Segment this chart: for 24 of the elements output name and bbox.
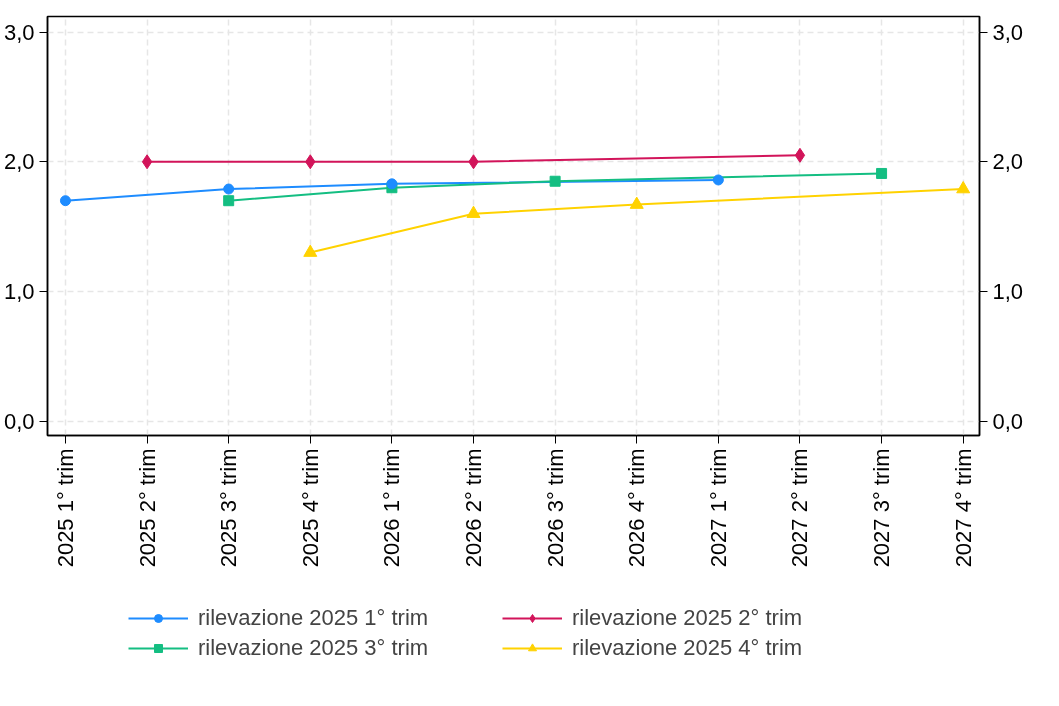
x-tick-label: 2027 2° trim [787,448,813,568]
x-tick-label: 2025 2° trim [134,448,160,568]
x-tick-label: 2026 2° trim [461,448,487,568]
x-tick-label: 2026 4° trim [624,448,650,568]
x-tick-label: 2027 1° trim [705,448,731,568]
x-tick-label: 2025 3° trim [216,448,242,568]
y-tick-label: 3,0 [3,19,35,45]
legend-label: rilevazione 2025 2° trim [572,604,804,631]
y-tick-label: 0,0 [3,408,35,434]
x-tick-label: 2025 1° trim [52,448,78,568]
x-tick-label: 2025 4° trim [297,448,323,568]
y2-tick-label: 1,0 [992,279,1024,305]
y-tick-label: 2,0 [3,149,35,175]
legend-label: rilevazione 2025 1° trim [198,604,430,631]
x-tick-label: 2026 3° trim [542,448,568,568]
x-tick-label: 2027 3° trim [869,448,895,568]
y2-tick-label: 2,0 [992,149,1024,175]
x-tick-label: 2027 4° trim [950,448,976,568]
y2-tick-label: 0,0 [992,408,1024,434]
y2-tick-label: 3,0 [992,19,1024,45]
x-tick-label: 2026 1° trim [379,448,405,568]
y-tick-label: 1,0 [3,279,35,305]
legend-label: rilevazione 2025 4° trim [572,634,804,661]
legend-label: rilevazione 2025 3° trim [198,634,430,661]
